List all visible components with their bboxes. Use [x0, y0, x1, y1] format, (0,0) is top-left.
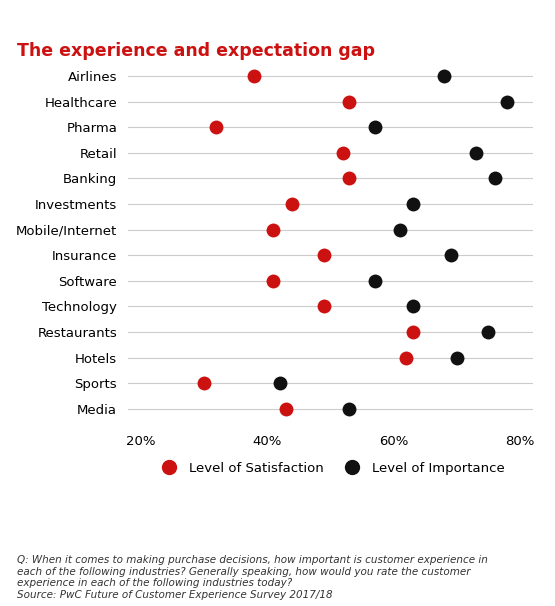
- Point: [281, 404, 290, 414]
- Point: [269, 276, 278, 285]
- Point: [199, 378, 208, 388]
- Text: Q: When it comes to making purchase decisions, how important is customer experie: Q: When it comes to making purchase deci…: [17, 555, 487, 600]
- Text: The experience and expectation gap: The experience and expectation gap: [17, 42, 375, 61]
- Point: [339, 148, 347, 158]
- Point: [212, 122, 221, 132]
- Point: [402, 353, 411, 362]
- Point: [440, 71, 448, 81]
- Point: [250, 71, 259, 81]
- Legend: Level of Satisfaction, Level of Importance: Level of Satisfaction, Level of Importan…: [150, 456, 510, 480]
- Point: [491, 173, 500, 183]
- Point: [503, 97, 512, 107]
- Point: [320, 250, 329, 260]
- Point: [269, 225, 278, 235]
- Point: [452, 353, 461, 362]
- Point: [484, 327, 493, 337]
- Point: [345, 173, 354, 183]
- Point: [395, 225, 404, 235]
- Point: [320, 302, 329, 311]
- Point: [345, 404, 354, 414]
- Point: [370, 122, 379, 132]
- Point: [408, 327, 417, 337]
- Point: [288, 199, 297, 209]
- Point: [370, 276, 379, 285]
- Point: [345, 97, 354, 107]
- Point: [408, 199, 417, 209]
- Point: [471, 148, 480, 158]
- Point: [275, 378, 284, 388]
- Point: [446, 250, 455, 260]
- Point: [408, 302, 417, 311]
